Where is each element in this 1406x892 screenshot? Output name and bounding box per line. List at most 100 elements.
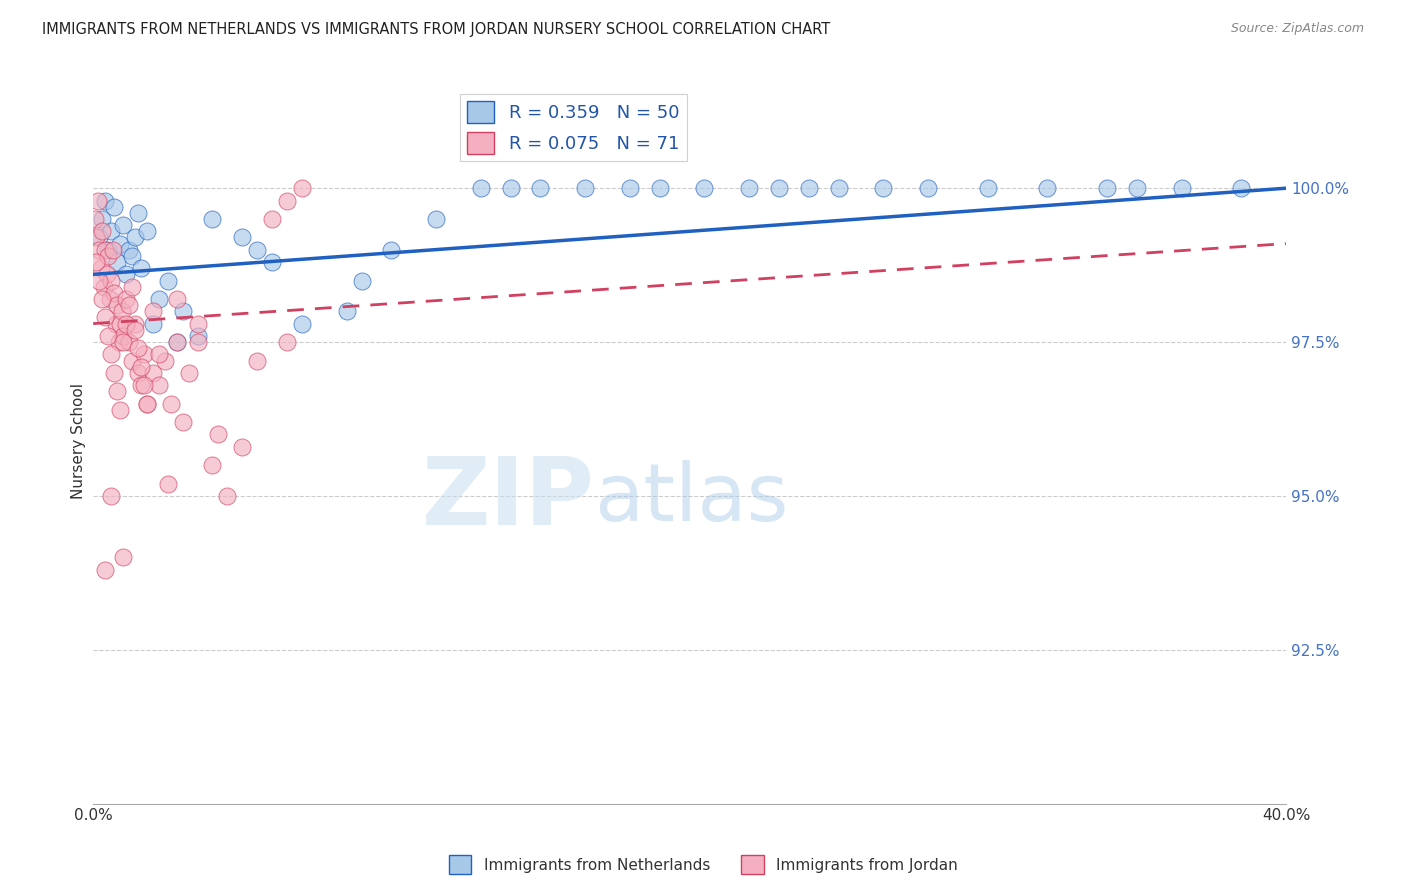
Point: [127, 366, 149, 380]
Point: [121, 249, 143, 263]
Point: [217, 489, 239, 503]
Point: [97, 249, 120, 263]
Point: [291, 317, 314, 331]
Point: [115, 317, 138, 331]
Point: [148, 347, 170, 361]
Point: [499, 181, 522, 195]
Point: [142, 366, 165, 380]
Point: [91, 224, 114, 238]
Point: [103, 366, 125, 380]
Y-axis label: Nursery School: Nursery School: [72, 383, 86, 499]
Point: [97, 329, 120, 343]
Point: [115, 268, 138, 282]
Point: [101, 243, 124, 257]
Point: [148, 292, 170, 306]
Point: [1126, 181, 1149, 195]
Point: [148, 378, 170, 392]
Point: [118, 243, 141, 257]
Point: [166, 334, 188, 349]
Point: [246, 353, 269, 368]
Point: [156, 273, 179, 287]
Point: [977, 181, 1000, 195]
Point: [100, 347, 122, 361]
Point: [100, 224, 122, 238]
Point: [231, 230, 253, 244]
Point: [262, 211, 284, 226]
Point: [797, 181, 820, 195]
Point: [768, 181, 790, 195]
Point: [108, 236, 131, 251]
Point: [118, 334, 141, 349]
Point: [111, 334, 134, 349]
Point: [86, 194, 108, 208]
Point: [129, 261, 152, 276]
Point: [89, 273, 111, 287]
Point: [135, 396, 157, 410]
Point: [153, 353, 176, 368]
Point: [529, 181, 551, 195]
Legend: Immigrants from Netherlands, Immigrants from Jordan: Immigrants from Netherlands, Immigrants …: [443, 849, 963, 880]
Point: [187, 334, 209, 349]
Point: [132, 378, 155, 392]
Point: [97, 243, 120, 257]
Point: [105, 298, 128, 312]
Point: [111, 218, 134, 232]
Point: [127, 206, 149, 220]
Point: [291, 181, 314, 195]
Point: [827, 181, 849, 195]
Point: [231, 440, 253, 454]
Point: [93, 279, 115, 293]
Point: [91, 211, 114, 226]
Point: [1036, 181, 1059, 195]
Point: [103, 285, 125, 300]
Point: [177, 366, 200, 380]
Point: [350, 273, 373, 287]
Point: [83, 211, 105, 226]
Point: [166, 292, 188, 306]
Point: [425, 211, 447, 226]
Point: [172, 304, 194, 318]
Point: [84, 255, 107, 269]
Point: [276, 334, 298, 349]
Point: [135, 224, 157, 238]
Point: [187, 317, 209, 331]
Point: [159, 396, 181, 410]
Point: [648, 181, 671, 195]
Point: [166, 334, 188, 349]
Point: [91, 292, 114, 306]
Point: [121, 279, 143, 293]
Point: [738, 181, 761, 195]
Point: [100, 273, 122, 287]
Point: [156, 476, 179, 491]
Point: [107, 334, 129, 349]
Point: [108, 402, 131, 417]
Point: [94, 194, 117, 208]
Point: [135, 396, 157, 410]
Point: [124, 317, 146, 331]
Text: IMMIGRANTS FROM NETHERLANDS VS IMMIGRANTS FROM JORDAN NURSERY SCHOOL CORRELATION: IMMIGRANTS FROM NETHERLANDS VS IMMIGRANT…: [42, 22, 831, 37]
Point: [89, 243, 111, 257]
Point: [619, 181, 641, 195]
Legend: R = 0.359   N = 50, R = 0.075   N = 71: R = 0.359 N = 50, R = 0.075 N = 71: [460, 94, 686, 161]
Point: [187, 329, 209, 343]
Point: [276, 194, 298, 208]
Point: [100, 489, 122, 503]
Point: [104, 317, 127, 331]
Point: [98, 292, 121, 306]
Point: [336, 304, 359, 318]
Point: [142, 317, 165, 331]
Point: [693, 181, 716, 195]
Point: [124, 323, 146, 337]
Point: [108, 317, 131, 331]
Point: [470, 181, 492, 195]
Point: [94, 310, 117, 325]
Point: [105, 384, 128, 399]
Point: [94, 243, 117, 257]
Point: [110, 304, 132, 318]
Text: Source: ZipAtlas.com: Source: ZipAtlas.com: [1230, 22, 1364, 36]
Point: [118, 298, 141, 312]
Point: [1170, 181, 1192, 195]
Point: [201, 458, 224, 472]
Point: [262, 255, 284, 269]
Point: [1230, 181, 1253, 195]
